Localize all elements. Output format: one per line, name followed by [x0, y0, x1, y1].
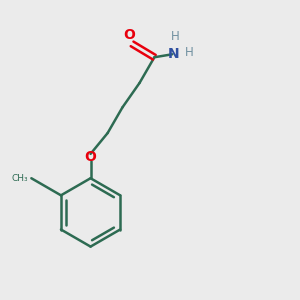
Text: CH₃: CH₃	[12, 174, 28, 183]
Text: H: H	[171, 30, 180, 43]
Text: O: O	[85, 150, 97, 164]
Text: H: H	[185, 46, 194, 59]
Text: O: O	[123, 28, 135, 41]
Text: N: N	[168, 47, 179, 61]
